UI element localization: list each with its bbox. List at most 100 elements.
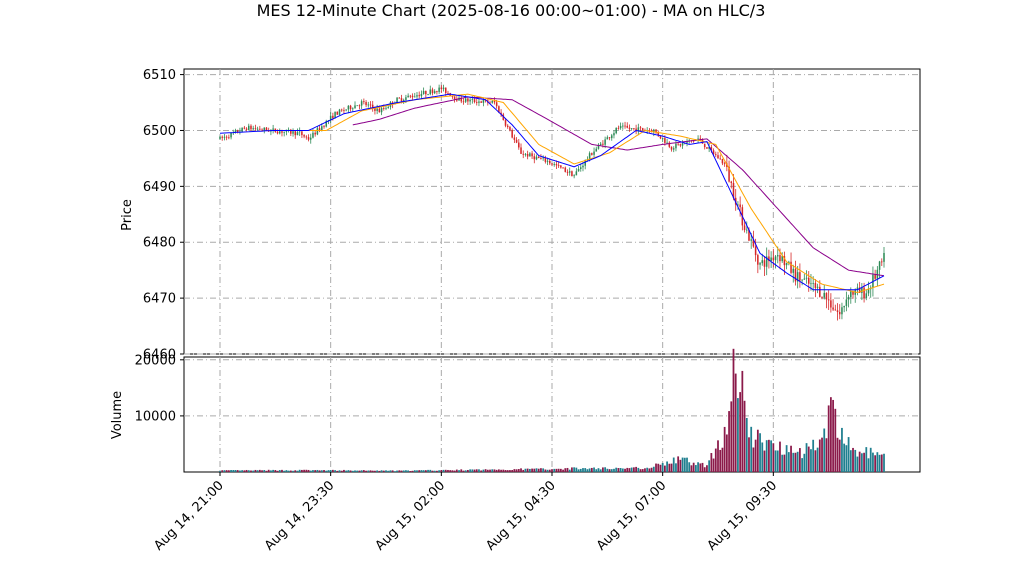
candle-body [358, 105, 361, 107]
candle-body [325, 120, 328, 127]
candle-body [774, 256, 777, 261]
candle-body [743, 225, 746, 231]
candle-body [584, 160, 586, 166]
volume-bar [289, 470, 292, 472]
candle-body [754, 246, 757, 256]
volume-bar [825, 438, 828, 472]
candle-body [739, 204, 741, 208]
price-tick-label: 6460 [143, 348, 176, 363]
candle-body [338, 109, 341, 115]
candle-body [436, 91, 438, 92]
volume-bar [619, 468, 622, 472]
candle-body [329, 115, 332, 121]
volume-bar [745, 418, 748, 472]
volume-bar [272, 469, 275, 472]
volume-tick-label: 10000 [135, 409, 176, 424]
volume-bar [703, 467, 706, 472]
volume-bar [493, 469, 496, 472]
volume-bar [785, 445, 788, 472]
volume-bar [829, 397, 832, 472]
volume-bar [281, 469, 283, 472]
volume-bar [356, 470, 359, 472]
candle-body [624, 125, 626, 127]
candle-body [568, 171, 571, 173]
candle-body [874, 274, 876, 279]
candle-body [619, 125, 622, 129]
volume-bar [475, 469, 478, 472]
candle-body [509, 127, 511, 131]
volume-bar [338, 470, 341, 472]
candle-body [411, 95, 414, 98]
candle-body [723, 163, 726, 165]
candle-body [385, 107, 387, 109]
volume-bar [602, 467, 604, 472]
volume-bar [880, 454, 883, 472]
chart-title: MES 12-Minute Chart (2025-08-16 00:00~01… [257, 1, 766, 20]
volume-bar [292, 470, 294, 472]
volume-bar [221, 470, 224, 472]
candle-body [856, 287, 859, 290]
candle-body [425, 90, 427, 95]
candle-body [878, 261, 881, 270]
volume-bar [325, 470, 328, 472]
volume-bar [860, 453, 863, 472]
candle-body [776, 255, 779, 257]
candle-body [812, 283, 814, 284]
candle-body [883, 252, 885, 262]
volume-bar [243, 470, 246, 472]
candle-body [765, 256, 768, 267]
candle-body [606, 137, 609, 140]
volume-bar [610, 469, 613, 472]
volume-bar [725, 434, 728, 472]
candle-body [788, 261, 790, 263]
candle-body [615, 127, 617, 134]
volume-bar [458, 470, 460, 472]
volume-bar [792, 452, 795, 472]
candle-body [792, 268, 795, 273]
volume-bar [314, 470, 317, 472]
volume-bar [478, 469, 480, 472]
volume-bar [646, 467, 649, 472]
candle-body [838, 312, 841, 315]
volume-bar [480, 470, 483, 472]
volume-bar [343, 469, 345, 472]
candle-body [681, 143, 684, 146]
candle-body [290, 129, 292, 134]
volume-bar [794, 452, 797, 472]
candle-body [843, 305, 845, 308]
volume-bar [752, 447, 755, 472]
candle-body [334, 111, 336, 119]
volume-bar [511, 470, 514, 472]
volume-bar [765, 440, 768, 472]
volume-bar [579, 468, 582, 472]
volume-bar [422, 470, 425, 472]
volume-bar [714, 448, 717, 472]
volume-bar [378, 470, 381, 472]
candle-body [444, 87, 447, 94]
candle-body [309, 137, 312, 140]
volume-bar [513, 469, 516, 472]
candle-body [418, 95, 420, 97]
volume-bar [449, 470, 452, 472]
volume-bar [471, 469, 474, 472]
volume-bar [595, 469, 598, 472]
volume-bar [524, 468, 527, 472]
volume-bar [420, 470, 423, 472]
volume-bar [517, 469, 520, 472]
candle-body [641, 128, 644, 131]
volume-bar [296, 470, 299, 472]
candle-body [340, 109, 343, 111]
candle-body [577, 169, 580, 172]
volume-bar [670, 463, 673, 472]
candle-body [422, 90, 425, 94]
volume-bar [841, 427, 843, 472]
volume-bar [389, 470, 392, 472]
volume-bar [712, 458, 715, 472]
volume-bar [847, 437, 850, 472]
candle-body [819, 286, 821, 297]
candle-body [265, 127, 268, 131]
candle-body [540, 158, 542, 159]
volume-bar [256, 470, 259, 472]
volume-bar [347, 470, 350, 472]
volume-bar [491, 469, 494, 472]
